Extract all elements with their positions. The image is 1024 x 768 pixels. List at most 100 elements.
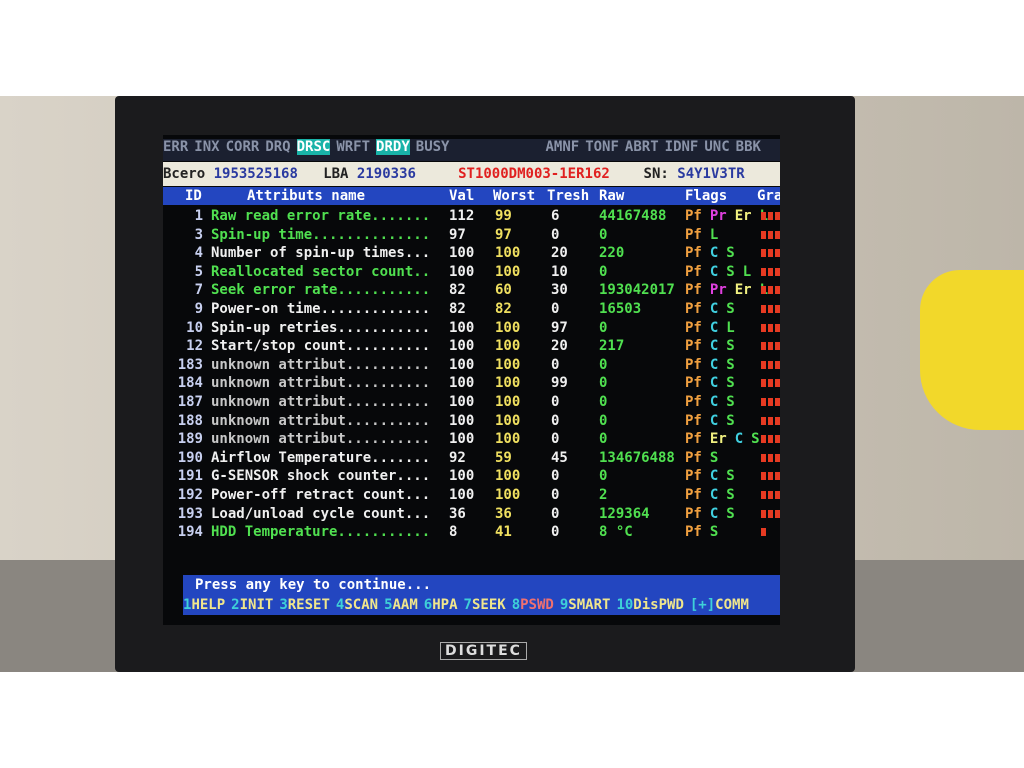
attribute-threshold: 0	[551, 301, 560, 317]
attribute-worst: 100	[495, 412, 521, 429]
bar-segment	[761, 509, 766, 518]
attribute-worst: 100	[495, 431, 521, 448]
attribute-id: 4	[194, 245, 203, 262]
attribute-worst: 59	[495, 449, 512, 466]
attribute-value: 112	[449, 208, 475, 224]
fkey-pswd[interactable]: 8PSWD	[512, 597, 554, 613]
fkey-number: [+]	[689, 597, 716, 613]
attribute-name: unknown attribut..........	[211, 431, 431, 448]
attribute-name: unknown attribut..........	[211, 412, 431, 429]
attribute-threshold: 0	[551, 356, 560, 373]
attribute-worst: 100	[495, 263, 521, 280]
bar-segment	[761, 398, 766, 406]
attribute-threshold: 30	[551, 282, 568, 299]
bar-segment	[775, 323, 780, 332]
bar-segment	[768, 509, 773, 518]
fkey-scan[interactable]: 4SCAN	[336, 597, 378, 613]
flag-er: Er	[734, 208, 752, 224]
bar-segment	[761, 472, 766, 481]
flag-pf: Pf	[685, 505, 702, 522]
attribute-id: 1	[194, 208, 203, 224]
attribute-id: 9	[194, 301, 203, 317]
attribute-value: 100	[449, 412, 475, 429]
health-bar	[761, 453, 780, 462]
flag-s: S	[709, 449, 719, 466]
attribute-raw: 0	[599, 394, 608, 410]
fkey-reset[interactable]: 3RESET	[279, 597, 330, 613]
fkey-number: 1	[183, 597, 192, 613]
attribute-worst: 100	[495, 468, 521, 485]
fkey-number: 8	[511, 597, 521, 613]
bar-segment	[775, 491, 780, 499]
attribute-raw: 0	[599, 375, 608, 392]
fkey-hpa[interactable]: 6HPA	[424, 597, 458, 613]
lba-value: 2190336	[356, 166, 416, 182]
table-row: 192 Power-off retract count... 100 100 0 2 Pf C…	[163, 486, 780, 504]
fkey-comm[interactable]: [+]COMM	[690, 597, 749, 613]
table-row: 5 Reallocated sector count.. 100 100 10 0 Pf C S…	[163, 263, 780, 281]
attribute-id: 184	[177, 375, 203, 392]
attribute-value: 100	[449, 468, 475, 485]
continue-prompt: Press any key to continue...	[183, 575, 780, 595]
drive-model: ST1000DM003-1ER162	[458, 166, 610, 182]
attribute-raw: 44167488	[599, 208, 667, 224]
flag-l: L	[726, 319, 735, 336]
fkey-help[interactable]: 1HELP	[183, 597, 225, 613]
flag-pf: Pf	[685, 319, 702, 336]
attribute-threshold: 0	[551, 431, 560, 448]
attribute-flags: Pf C L	[685, 319, 743, 337]
status-flag-err: ERR	[163, 139, 189, 155]
attribute-threshold: 0	[551, 226, 560, 243]
total-sectors: 1953525168	[213, 166, 298, 182]
attribute-threshold: 20	[551, 245, 568, 262]
flag-s: S	[726, 412, 735, 429]
bar-segment	[761, 453, 766, 462]
attribute-flags: Pf C S L	[685, 263, 759, 281]
fkey-init[interactable]: 2INIT	[231, 597, 273, 613]
fkey-label: SMART	[568, 597, 611, 613]
health-bar	[761, 230, 780, 239]
bar-segment	[761, 212, 766, 220]
flag-pf: Pf	[685, 375, 702, 392]
health-bar	[761, 379, 780, 388]
attribute-value: 100	[449, 263, 475, 280]
bar-segment	[775, 416, 780, 425]
header-tresh: Tresh	[547, 188, 590, 204]
fkey-label: SCAN	[344, 597, 379, 613]
fkey-seek[interactable]: 7SEEK	[464, 597, 506, 613]
attribute-raw: 8 °C	[599, 524, 633, 541]
fkey-dispwd[interactable]: 10DisPWD	[616, 597, 683, 613]
attribute-raw: 217	[599, 338, 625, 355]
attribute-value: 100	[449, 245, 475, 262]
attribute-worst: 100	[495, 394, 521, 410]
bar-segment	[768, 230, 773, 239]
flag-pf: Pf	[685, 431, 702, 448]
serial-label: SN:	[643, 166, 669, 182]
fkey-number: 6	[423, 597, 433, 613]
health-bar	[761, 267, 780, 276]
bar-segment	[768, 435, 773, 444]
flag-s: S	[726, 263, 735, 280]
attribute-flags: Pf C S	[685, 337, 743, 355]
status-flag-inx: INX	[194, 139, 220, 155]
error-flag-unc: UNC	[704, 139, 730, 155]
table-row: 189 unknown attribut.......... 100 100 0 0 Pf E…	[163, 430, 780, 448]
header-graph: Gra	[757, 188, 780, 204]
fkey-aam[interactable]: 5AAM	[384, 597, 418, 613]
attribute-value: 100	[449, 356, 475, 373]
attribute-name: unknown attribut..........	[211, 375, 431, 392]
bar-segment	[775, 212, 780, 220]
bar-segment	[775, 267, 780, 276]
flag-pf: Pf	[685, 356, 702, 373]
attribute-name: Power-on time.............	[211, 301, 431, 317]
attribute-flags: Pf C S	[685, 356, 743, 374]
attribute-threshold: 99	[551, 375, 568, 392]
error-flag-idnf: IDNF	[664, 139, 699, 155]
attribute-value: 82	[449, 282, 466, 299]
attribute-value: 100	[449, 319, 475, 336]
attribute-name: Start/stop count..........	[211, 338, 431, 355]
attribute-worst: 60	[495, 282, 512, 299]
bar-segment	[761, 230, 766, 239]
fkey-smart[interactable]: 9SMART	[560, 597, 611, 613]
attribute-name: unknown attribut..........	[211, 356, 431, 373]
